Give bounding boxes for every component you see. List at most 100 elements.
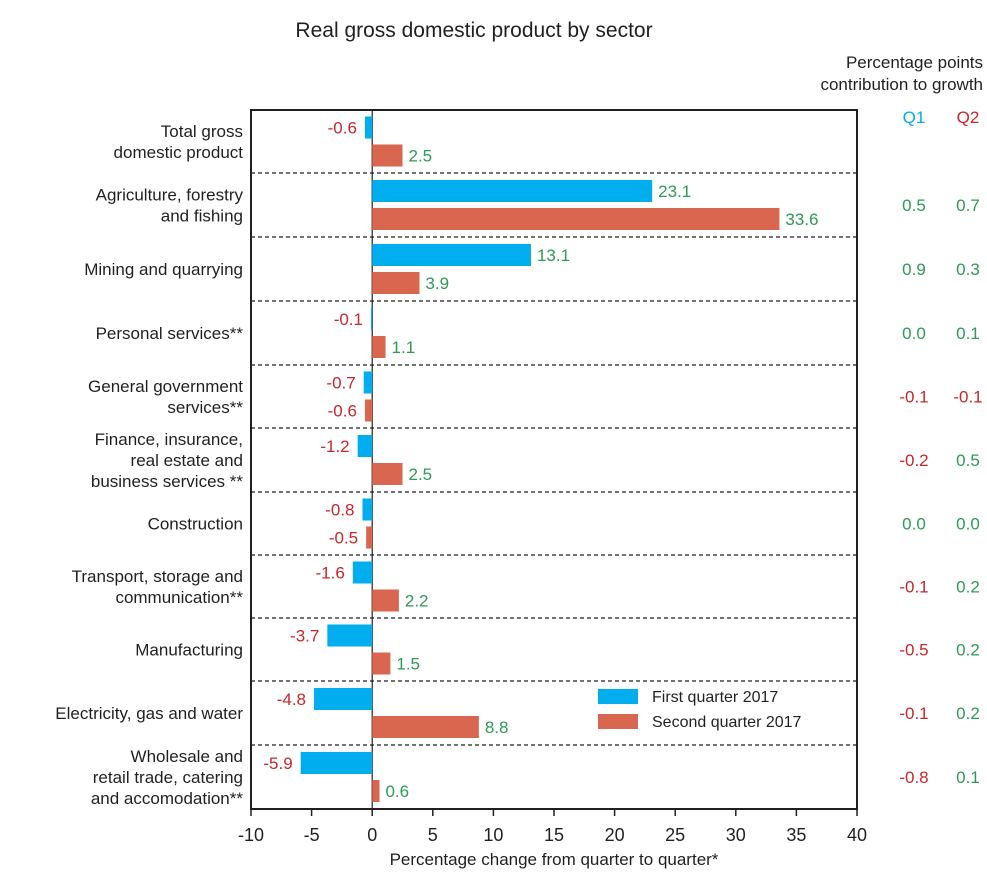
x-tick-label: 15 [544,825,564,845]
contribution-headers: Q1 Q2 [903,108,980,127]
x-tick-label: -5 [304,825,320,845]
bar-q1 [362,498,373,521]
x-tick-label: 10 [483,825,503,845]
category-label: Finance, insurance, real estate and busine… [91,430,244,491]
bar-value-label: -0.1 [334,310,363,329]
bar-q2 [372,336,386,358]
bar-value-label: 13.1 [537,246,570,265]
bar-value-label: -5.9 [263,754,292,773]
x-tick-label: 40 [847,825,867,845]
contribution-value: 0.2 [956,578,980,597]
contribution-value: 0.1 [956,324,980,343]
bar-q2 [372,272,420,294]
bar-labels: -0.6 2.5 23.1 33.6 13.1 3.9 -0.1 1.1 -0.7 -0.6 -1.… [263,119,818,802]
category-label: Total gross domestic product [114,122,244,162]
bar-value-label: -1.2 [320,437,349,456]
bar-q1 [314,688,373,710]
x-axis-ticks: -10 -5 0 5 10 15 20 25 30 35 40 [238,809,867,845]
category-label: Personal services** [96,324,244,343]
bar-q1 [300,752,373,774]
chart-title: Real gross domestic product by sector [295,19,652,42]
x-tick-label: 0 [367,825,377,845]
bar-value-label: 3.9 [425,274,449,293]
x-axis-label: Percentage change from quarter to quarte… [390,850,719,869]
bar-value-label: -1.6 [316,564,345,583]
x-tick-label: 25 [665,825,685,845]
bar-value-label: 2.2 [405,592,429,611]
category-labels: Total gross domestic product Agriculture, … [55,122,243,808]
category-label: General government services** [88,377,243,417]
bar-value-label: 1.5 [396,655,420,674]
bar-q1 [372,180,653,202]
legend: First quarter 2017 Second quarter 2017 [598,689,802,731]
bar-value-label: -4.8 [277,690,306,709]
category-label: Wholesale and retail trade, catering and a… [91,747,244,808]
bar-q1 [364,116,373,139]
bar-value-label: 33.6 [785,210,818,229]
bar-value-label: 2.5 [409,147,433,166]
bar-value-label: -0.5 [329,529,358,548]
legend-label: First quarter 2017 [652,689,778,706]
x-tick-label: 35 [786,825,806,845]
category-label: Mining and quarrying [84,260,243,279]
contribution-value: 0.7 [956,196,980,215]
contribution-value: 0.5 [902,196,926,215]
bar-q2 [372,780,380,802]
contribution-value: 0.5 [956,451,980,470]
bar-value-label: -0.8 [325,501,354,520]
contribution-value: -0.5 [899,641,928,660]
row-separators [251,172,857,746]
bar-value-label: -0.6 [328,402,357,421]
bar-q1 [327,624,373,647]
bar-q2 [372,144,403,167]
category-label: Agriculture, forestry and fishing [96,186,244,226]
contribution-value: -0.8 [899,768,928,787]
bar-q1 [363,371,373,394]
contribution-value: 0.0 [902,324,926,343]
contribution-value: -0.1 [899,704,928,723]
contribution-header: Q2 [957,108,980,127]
bar-q2 [364,399,373,422]
contribution-header: Q1 [903,108,926,127]
bar-q2 [372,716,479,738]
legend-swatch [598,714,638,729]
x-tick-label: 5 [428,825,438,845]
contribution-value: -0.1 [953,388,982,407]
bar-value-label: -0.7 [326,374,355,393]
category-label: Electricity, gas and water [55,704,243,723]
bar-q2 [372,463,403,485]
bar-q1 [370,308,373,330]
bar-value-label: 1.1 [392,338,416,357]
contribution-values: 0.5 0.7 0.9 0.3 0.0 0.1 -0.1 -0.1 -0.2 0.5 0.0 0.0 -… [899,196,982,787]
legend-label: Second quarter 2017 [652,714,802,731]
bar-q1 [357,435,373,457]
bar-value-label: 23.1 [658,182,691,201]
category-label: Manufacturing [135,641,243,660]
contribution-value: 0.2 [956,704,980,723]
x-tick-label: -10 [238,825,264,845]
x-tick-label: 30 [726,825,746,845]
contribution-value: 0.2 [956,641,980,660]
contribution-value: 0.0 [902,515,926,534]
category-label: Transport, storage and communication** [72,567,244,607]
contribution-value: -0.1 [899,578,928,597]
bar-q2 [372,208,780,230]
bar-q2 [372,652,391,675]
bars [300,116,780,802]
contribution-value: 0.9 [902,260,926,279]
bar-q2 [366,526,373,549]
legend-swatch [598,689,638,704]
bar-value-label: 8.8 [485,718,509,737]
bar-value-label: -0.6 [328,119,357,138]
category-label: Construction [148,515,243,534]
bar-value-label: -3.7 [290,627,319,646]
contribution-value: -0.1 [899,388,928,407]
contribution-value: 0.1 [956,768,980,787]
bar-value-label: 0.6 [385,782,409,801]
contribution-value: 0.0 [956,515,980,534]
x-tick-label: 20 [605,825,625,845]
contribution-title: Percentage points contribution to growth [820,53,983,94]
bar-q2 [372,589,399,612]
contribution-value: 0.3 [956,260,980,279]
